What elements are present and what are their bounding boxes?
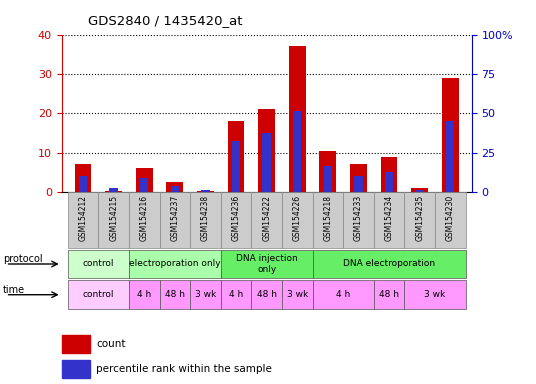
- Bar: [221, 192, 251, 248]
- Bar: [105, 191, 122, 192]
- Bar: [411, 188, 428, 192]
- Bar: [258, 109, 275, 192]
- Bar: [324, 166, 332, 192]
- Text: GSM154222: GSM154222: [262, 195, 271, 241]
- Text: control: control: [83, 290, 114, 299]
- Bar: [381, 157, 398, 192]
- Text: GSM154235: GSM154235: [415, 195, 424, 241]
- Bar: [129, 250, 221, 278]
- Bar: [68, 250, 129, 278]
- Bar: [109, 188, 118, 192]
- Text: GSM154215: GSM154215: [109, 195, 118, 241]
- Bar: [312, 192, 343, 248]
- Bar: [282, 192, 312, 248]
- Bar: [319, 151, 336, 192]
- Bar: [221, 250, 312, 278]
- Bar: [140, 178, 148, 192]
- Bar: [232, 141, 240, 192]
- Bar: [68, 280, 129, 309]
- Text: GDS2840 / 1435420_at: GDS2840 / 1435420_at: [88, 14, 243, 27]
- Text: 48 h: 48 h: [257, 290, 277, 299]
- Bar: [435, 192, 466, 248]
- Bar: [190, 280, 221, 309]
- Bar: [442, 78, 459, 192]
- Bar: [312, 250, 466, 278]
- Bar: [62, 335, 91, 353]
- Bar: [228, 121, 244, 192]
- Text: 4 h: 4 h: [229, 290, 243, 299]
- Text: electroporation only: electroporation only: [129, 260, 221, 268]
- Text: GSM154238: GSM154238: [201, 195, 210, 241]
- Text: protocol: protocol: [3, 254, 42, 265]
- Bar: [446, 121, 455, 192]
- Bar: [354, 176, 363, 192]
- Text: 48 h: 48 h: [165, 290, 185, 299]
- Text: DNA electroporation: DNA electroporation: [343, 260, 435, 268]
- Bar: [167, 182, 183, 192]
- Bar: [99, 192, 129, 248]
- Text: 4 h: 4 h: [137, 290, 151, 299]
- Bar: [263, 133, 271, 192]
- Bar: [190, 192, 221, 248]
- Bar: [404, 192, 435, 248]
- Bar: [293, 111, 301, 192]
- Bar: [312, 280, 374, 309]
- Text: DNA injection
only: DNA injection only: [236, 254, 297, 274]
- Bar: [129, 192, 160, 248]
- Bar: [79, 176, 87, 192]
- Bar: [75, 164, 92, 192]
- Text: GSM154230: GSM154230: [446, 195, 455, 241]
- Bar: [62, 360, 91, 378]
- Text: GSM154234: GSM154234: [384, 195, 393, 241]
- Text: control: control: [83, 260, 114, 268]
- Bar: [129, 280, 160, 309]
- Text: 3 wk: 3 wk: [287, 290, 308, 299]
- Text: GSM154216: GSM154216: [140, 195, 149, 241]
- Text: GSM154233: GSM154233: [354, 195, 363, 241]
- Text: 3 wk: 3 wk: [195, 290, 216, 299]
- Text: GSM154236: GSM154236: [232, 195, 241, 241]
- Text: GSM154212: GSM154212: [79, 195, 87, 241]
- Text: 48 h: 48 h: [379, 290, 399, 299]
- Text: GSM154218: GSM154218: [323, 195, 332, 241]
- Text: 4 h: 4 h: [336, 290, 351, 299]
- Text: percentile rank within the sample: percentile rank within the sample: [96, 364, 272, 374]
- Text: GSM154226: GSM154226: [293, 195, 302, 241]
- Bar: [160, 192, 190, 248]
- Text: 3 wk: 3 wk: [425, 290, 445, 299]
- Bar: [136, 169, 153, 192]
- Bar: [385, 172, 393, 192]
- Bar: [374, 192, 404, 248]
- Bar: [289, 46, 306, 192]
- Bar: [68, 192, 99, 248]
- Bar: [404, 280, 466, 309]
- Bar: [197, 191, 214, 192]
- Bar: [282, 280, 312, 309]
- Text: GSM154237: GSM154237: [170, 195, 180, 241]
- Bar: [201, 190, 210, 192]
- Bar: [160, 280, 190, 309]
- Bar: [221, 280, 251, 309]
- Bar: [251, 192, 282, 248]
- Bar: [170, 186, 179, 192]
- Bar: [415, 190, 424, 192]
- Bar: [251, 280, 282, 309]
- Text: count: count: [96, 339, 126, 349]
- Text: time: time: [3, 285, 25, 295]
- Bar: [343, 192, 374, 248]
- Bar: [350, 164, 367, 192]
- Bar: [374, 280, 404, 309]
